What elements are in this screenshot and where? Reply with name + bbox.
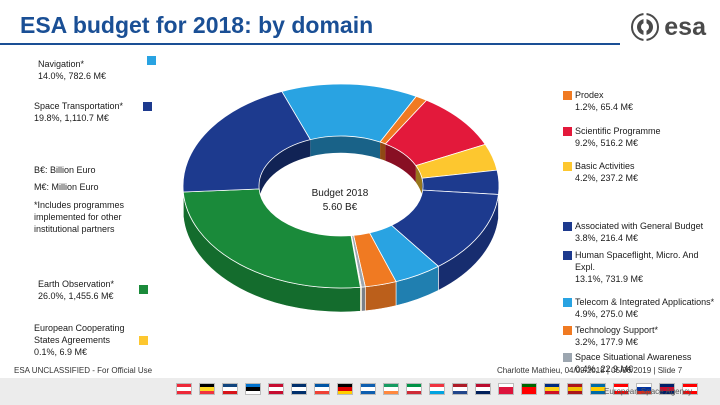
legend-value: 26.0%, 1,455.6 M€ [38, 291, 114, 301]
legend-label-0: Navigation* 14.0%, 782.6 M€ [38, 58, 106, 82]
legend-value: 1.2%, 65.4 M€ [575, 102, 634, 112]
flag-icon [498, 383, 514, 395]
legend-name: European Cooperating [34, 323, 125, 333]
flag-icon [199, 383, 215, 395]
legend-name: Space Transportation* [34, 101, 124, 111]
slide-title: ESA budget for 2018: by domain [20, 12, 374, 38]
donut-slice-inner [310, 136, 381, 159]
legend-value: 4.2%, 237.2 M€ [575, 173, 639, 183]
footer-author: Charlotte Mathieu, 04/09/2018 | 05/06/20… [497, 366, 683, 375]
flag-icon [406, 383, 422, 395]
legend-swatch-7 [563, 326, 572, 335]
legend-swatch-0 [147, 56, 156, 65]
legend-swatch-9 [139, 336, 148, 345]
legend-label-9: European Cooperating States Agreements 0.1… [34, 322, 125, 358]
legend-label-5: Human Spaceflight, Micro. And Expl. 13.1%,… [575, 249, 699, 285]
flag-icon [452, 383, 468, 395]
flag-icon [544, 383, 560, 395]
flag-icon [176, 383, 192, 395]
legend-swatch-11 [143, 102, 152, 111]
donut-slice-side [361, 286, 366, 312]
legend-value: 9.2%, 516.2 M€ [575, 138, 639, 148]
legend-label-2: Scientific Programme 9.2%, 516.2 M€ [575, 125, 661, 149]
legend-label-4: Associated with General Budget 3.8%, 216.… [575, 220, 703, 244]
legend-name: Basic Activities [575, 161, 635, 171]
legend-label-8: Space Situational Awareness 0.4%, 22.9 M€ [575, 351, 691, 375]
donut-slice-inner [415, 165, 423, 196]
legend-value: 14.0%, 782.6 M€ [38, 71, 107, 81]
legend-label-6: Telecom & Integrated Applications* 4.9%, … [575, 296, 714, 320]
donut-slice-inner [380, 142, 386, 161]
flag-icon [659, 383, 675, 395]
legend-value: 3.8%, 216.4 M€ [575, 233, 639, 243]
note-billion: B€: Billion Euro [34, 165, 96, 175]
legend-name: Technology Support* [575, 325, 659, 335]
flag-icon [222, 383, 238, 395]
legend-label-7: Technology Support* 3.2%, 177.9 M€ [575, 324, 658, 348]
flag-icon [383, 383, 399, 395]
legend-name: Human Spaceflight, Micro. And [575, 250, 699, 260]
legend-name: Telecom & Integrated Applications* [575, 297, 715, 307]
legend-name: Navigation* [38, 59, 85, 69]
legend-swatch-8 [563, 353, 572, 362]
flag-icon [245, 383, 261, 395]
member-flags [176, 383, 698, 395]
footer-classification: ESA UNCLASSIFIED - For Official Use [14, 366, 153, 375]
legend-swatch-2 [563, 127, 572, 136]
donut-hole [260, 153, 422, 252]
donut-slice-11 [182, 90, 311, 193]
donut-slice-inner [259, 139, 311, 203]
esa-logo-icon [631, 13, 660, 41]
legend-label-10: Earth Observation* 26.0%, 1,455.6 M€ [38, 278, 114, 302]
flag-icon [268, 383, 284, 395]
legend-label-11: Space Transportation* 19.8%, 1,110.7 M€ [34, 100, 123, 124]
flag-icon [613, 383, 629, 395]
legend-swatch-1 [563, 91, 572, 100]
legend-label-3: Basic Activities 4.2%, 237.2 M€ [575, 160, 638, 184]
flag-icon [314, 383, 330, 395]
flag-icon [567, 383, 583, 395]
donut-slice-10 [182, 188, 361, 289]
legend-value: 0.1%, 6.9 M€ [34, 347, 88, 357]
flag-icon [521, 383, 537, 395]
footer-agency: European Space Agency [604, 387, 693, 396]
flag-icon [337, 383, 353, 395]
flag-icon [475, 383, 491, 395]
legend-name: Scientific Programme [575, 126, 661, 136]
donut-slice-inner [385, 143, 416, 183]
legend-swatch-10 [139, 285, 148, 294]
flag-icon [636, 383, 652, 395]
donut-center-label: Budget 2018 5.60 B€ [300, 187, 380, 215]
flag-icon [429, 383, 445, 395]
esa-logo-text: esa [664, 12, 706, 41]
note-includes: *Includes programmes implemented for othe… [34, 200, 125, 234]
legend-name: Expl. [575, 262, 596, 272]
legend-value: 13.1%, 731.9 M€ [575, 274, 644, 284]
center-line1: Budget 2018 [311, 188, 369, 199]
legend-value: 4.9%, 275.0 M€ [575, 309, 639, 319]
legend-name: Earth Observation* [38, 279, 115, 289]
legend-label-1: Prodex 1.2%, 65.4 M€ [575, 89, 633, 113]
legend-swatch-5 [563, 251, 572, 260]
note-million: M€: Million Euro [34, 182, 99, 192]
legend-swatch-6 [563, 298, 572, 307]
flag-icon [682, 383, 698, 395]
flag-icon [360, 383, 376, 395]
legend-swatch-3 [563, 162, 572, 171]
legend-name: Prodex [575, 90, 604, 100]
legend-value: 0.4%, 22.9 M€ [575, 364, 634, 374]
title-rule [0, 43, 620, 45]
flag-icon [291, 383, 307, 395]
flag-icon [590, 383, 606, 395]
esa-logo: esa [631, 10, 706, 44]
legend-swatch-4 [563, 222, 572, 231]
legend-value: 19.8%, 1,110.7 M€ [34, 113, 109, 123]
legend-name: Space Situational Awareness [575, 352, 692, 362]
center-line2: 5.60 B€ [322, 202, 358, 213]
legend-name: Associated with General Budget [575, 221, 704, 231]
legend-name: States Agreements [34, 335, 111, 345]
legend-value: 3.2%, 177.9 M€ [575, 337, 639, 347]
